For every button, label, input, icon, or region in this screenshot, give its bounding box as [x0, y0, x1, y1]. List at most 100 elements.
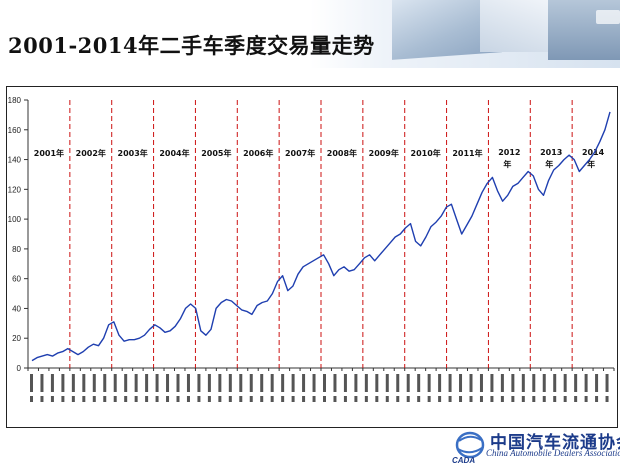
- x-tick-label-glyph: [186, 374, 190, 392]
- x-tick-label-glyph: [469, 374, 473, 392]
- x-tick-label-glyph: [145, 374, 149, 392]
- x-tick-label: [323, 374, 326, 402]
- year-label: 2010年: [411, 148, 441, 158]
- x-tick-label-glyph: [490, 396, 494, 402]
- x-tick-label-glyph: [61, 374, 65, 392]
- x-tick-label-glyph: [155, 374, 159, 392]
- x-tick-label: [302, 374, 306, 402]
- x-tick-label-glyph: [30, 396, 33, 402]
- x-tick-label: [354, 374, 358, 402]
- chart-frame: [6, 86, 618, 428]
- year-label-suffix: 年: [503, 159, 511, 169]
- y-tick-label: 20: [12, 334, 21, 343]
- year-label: 2005年: [201, 148, 231, 158]
- x-tick-label-glyph: [511, 374, 515, 392]
- x-tick-label-glyph: [448, 374, 452, 392]
- x-tick-label: [459, 374, 463, 402]
- org-name-cn: 中国汽车流通协会: [490, 433, 620, 453]
- x-tick-label-glyph: [553, 374, 557, 392]
- x-tick-label-glyph: [207, 396, 211, 402]
- x-tick-label: [228, 374, 232, 402]
- x-tick-label-glyph: [249, 374, 253, 392]
- x-tick-label: [605, 374, 609, 402]
- x-tick-label-glyph: [532, 396, 536, 402]
- x-tick-label-glyph: [176, 374, 180, 392]
- x-tick-label: [197, 374, 201, 402]
- x-tick-label-glyph: [385, 396, 389, 402]
- x-tick-label-glyph: [438, 374, 442, 392]
- x-tick-label-glyph: [605, 396, 609, 402]
- x-tick-label-glyph: [375, 374, 379, 392]
- x-tick-label: [500, 374, 504, 402]
- x-tick-label-glyph: [406, 374, 410, 392]
- x-tick-label-glyph: [166, 374, 170, 392]
- x-tick-label: [186, 374, 190, 402]
- x-tick-label: [333, 374, 337, 402]
- decor-cube: [480, 0, 558, 52]
- x-tick-label-glyph: [364, 374, 368, 392]
- x-tick-label-glyph: [239, 396, 243, 402]
- x-tick-label: [260, 374, 264, 402]
- y-tick-label: 180: [8, 96, 22, 105]
- year-label: 2001年: [34, 148, 64, 158]
- x-tick-label: [417, 374, 421, 402]
- x-tick-label-glyph: [584, 374, 588, 392]
- x-tick-label-glyph: [563, 396, 567, 402]
- x-tick-label-glyph: [469, 396, 473, 402]
- x-tick-label: [291, 374, 295, 402]
- x-tick-label-glyph: [134, 374, 138, 392]
- year-label: 2009年: [369, 148, 399, 158]
- x-tick-label: [166, 374, 170, 402]
- footer-logo: CADA 中国汽车流通协会 China Automobile Dealers A…: [450, 430, 620, 465]
- x-tick-label-glyph: [479, 396, 483, 402]
- year-label: 2004年: [159, 148, 189, 158]
- y-tick-label: 120: [8, 185, 22, 194]
- x-tick-label-glyph: [82, 396, 86, 402]
- x-tick-label-glyph: [40, 396, 44, 402]
- year-label: 2011年: [452, 148, 482, 158]
- x-tick-label-glyph: [438, 396, 442, 402]
- x-tick-label-glyph: [333, 396, 337, 402]
- x-tick-label-glyph: [50, 374, 54, 392]
- x-tick-label-glyph: [542, 374, 546, 392]
- x-tick-label-glyph: [354, 374, 358, 392]
- x-tick-label: [584, 374, 588, 402]
- y-tick-label: 100: [8, 215, 22, 224]
- x-tick-label-glyph: [417, 374, 421, 392]
- x-tick-label: [82, 374, 86, 402]
- x-tick-label-glyph: [281, 396, 285, 402]
- x-tick-label-glyph: [396, 374, 400, 392]
- x-tick-label: [343, 374, 347, 402]
- x-tick-label: [406, 374, 410, 402]
- x-tick-label: [61, 374, 65, 402]
- x-tick-label-glyph: [385, 374, 389, 392]
- x-tick-label-glyph: [61, 396, 65, 402]
- x-tick-label-glyph: [323, 374, 326, 392]
- year-label: 2013: [540, 148, 562, 157]
- x-tick-label-glyph: [176, 396, 180, 402]
- x-tick-label-glyph: [521, 374, 525, 392]
- x-tick-label-glyph: [553, 396, 557, 402]
- x-tick-label-glyph: [343, 396, 347, 402]
- x-tick-label-glyph: [574, 396, 578, 402]
- x-tick-label: [239, 374, 243, 402]
- y-tick-label: 40: [12, 304, 21, 313]
- year-label: 2007年: [285, 148, 315, 158]
- x-tick-label-glyph: [71, 396, 75, 402]
- x-tick-label: [595, 374, 599, 402]
- x-tick-label-glyph: [92, 374, 96, 392]
- x-tick-label-glyph: [364, 396, 368, 402]
- x-tick-label-glyph: [479, 374, 483, 392]
- year-label: 2014: [582, 148, 605, 157]
- x-tick-label-glyph: [312, 396, 316, 402]
- x-tick-label-glyph: [82, 374, 86, 392]
- x-tick-label-glyph: [145, 396, 149, 402]
- x-tick-label-glyph: [228, 396, 232, 402]
- y-tick-label: 160: [8, 126, 22, 135]
- x-tick-label: [145, 374, 149, 402]
- x-tick-label-glyph: [521, 396, 525, 402]
- x-tick-label: [396, 374, 400, 402]
- x-tick-label: [218, 374, 222, 402]
- x-tick-label: [532, 374, 536, 402]
- x-tick-label-glyph: [343, 374, 347, 392]
